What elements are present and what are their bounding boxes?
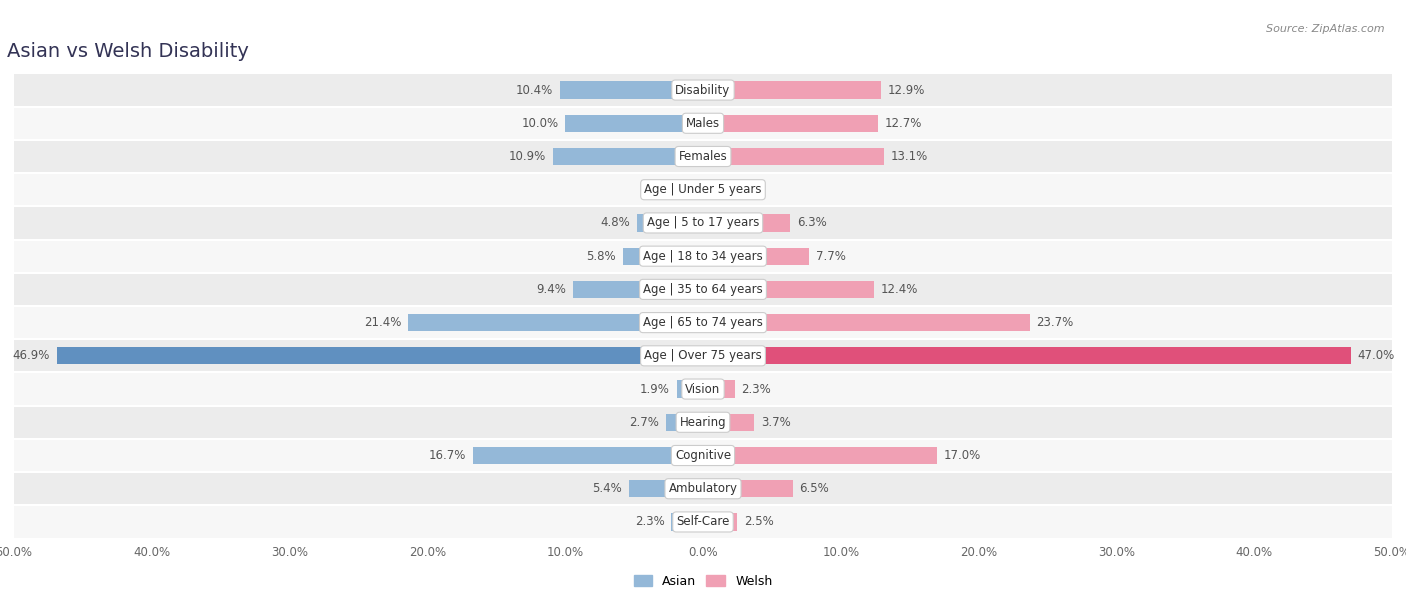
Bar [688,181,703,198]
Bar [703,447,938,464]
Text: Vision: Vision [685,382,721,395]
Text: 5.4%: 5.4% [592,482,621,495]
Bar [637,214,703,231]
Bar [565,114,703,132]
Text: 10.0%: 10.0% [522,117,558,130]
Bar [703,281,875,298]
Bar [56,347,703,365]
Text: 9.4%: 9.4% [537,283,567,296]
Text: 7.7%: 7.7% [815,250,846,263]
Text: 13.1%: 13.1% [890,150,928,163]
Text: Self-Care: Self-Care [676,515,730,528]
Text: 47.0%: 47.0% [1358,349,1395,362]
Text: 12.7%: 12.7% [884,117,922,130]
FancyBboxPatch shape [14,206,1392,239]
Text: 2.3%: 2.3% [741,382,772,395]
FancyBboxPatch shape [14,106,1392,140]
FancyBboxPatch shape [14,273,1392,306]
Text: 2.3%: 2.3% [634,515,665,528]
Bar [560,81,703,99]
Bar [703,414,754,431]
Text: 12.4%: 12.4% [880,283,918,296]
Text: 6.5%: 6.5% [800,482,830,495]
FancyBboxPatch shape [14,439,1392,472]
Text: Asian vs Welsh Disability: Asian vs Welsh Disability [7,42,249,61]
Text: Age | 65 to 74 years: Age | 65 to 74 years [643,316,763,329]
Text: 5.8%: 5.8% [586,250,616,263]
Text: Males: Males [686,117,720,130]
Text: Age | Over 75 years: Age | Over 75 years [644,349,762,362]
Text: Ambulatory: Ambulatory [668,482,738,495]
Text: 3.7%: 3.7% [761,416,790,429]
Bar [472,447,703,464]
Text: 46.9%: 46.9% [13,349,49,362]
Bar [703,513,738,531]
Text: 21.4%: 21.4% [364,316,401,329]
Text: 23.7%: 23.7% [1036,316,1074,329]
Text: Age | 5 to 17 years: Age | 5 to 17 years [647,217,759,230]
Bar [703,181,725,198]
Legend: Asian, Welsh: Asian, Welsh [628,570,778,593]
Text: Disability: Disability [675,84,731,97]
Text: Age | Under 5 years: Age | Under 5 years [644,183,762,196]
Text: 1.1%: 1.1% [651,183,681,196]
Text: 10.4%: 10.4% [516,84,553,97]
Text: 1.9%: 1.9% [640,382,669,395]
Text: 4.8%: 4.8% [600,217,630,230]
FancyBboxPatch shape [14,506,1392,539]
Bar [623,247,703,265]
Bar [671,513,703,531]
Text: Source: ZipAtlas.com: Source: ZipAtlas.com [1267,24,1385,34]
Text: Females: Females [679,150,727,163]
Bar [574,281,703,298]
FancyBboxPatch shape [14,339,1392,373]
Bar [703,247,808,265]
Bar [666,414,703,431]
Text: 1.6%: 1.6% [733,183,762,196]
Text: Hearing: Hearing [679,416,727,429]
Text: 2.5%: 2.5% [744,515,775,528]
Bar [628,480,703,498]
Bar [703,314,1029,331]
FancyBboxPatch shape [14,140,1392,173]
Text: Age | 18 to 34 years: Age | 18 to 34 years [643,250,763,263]
Bar [408,314,703,331]
Text: Cognitive: Cognitive [675,449,731,462]
Text: 12.9%: 12.9% [887,84,925,97]
Text: 2.7%: 2.7% [628,416,659,429]
FancyBboxPatch shape [14,306,1392,339]
Bar [703,81,880,99]
Text: 10.9%: 10.9% [509,150,546,163]
FancyBboxPatch shape [14,73,1392,106]
FancyBboxPatch shape [14,239,1392,273]
FancyBboxPatch shape [14,173,1392,206]
Text: Age | 35 to 64 years: Age | 35 to 64 years [643,283,763,296]
FancyBboxPatch shape [14,373,1392,406]
Bar [553,148,703,165]
Bar [703,480,793,498]
Text: 16.7%: 16.7% [429,449,465,462]
Bar [676,381,703,398]
Bar [703,347,1351,365]
Bar [703,114,877,132]
Bar [703,214,790,231]
Bar [703,381,735,398]
Text: 6.3%: 6.3% [797,217,827,230]
FancyBboxPatch shape [14,406,1392,439]
Text: 17.0%: 17.0% [945,449,981,462]
Bar [703,148,883,165]
FancyBboxPatch shape [14,472,1392,506]
